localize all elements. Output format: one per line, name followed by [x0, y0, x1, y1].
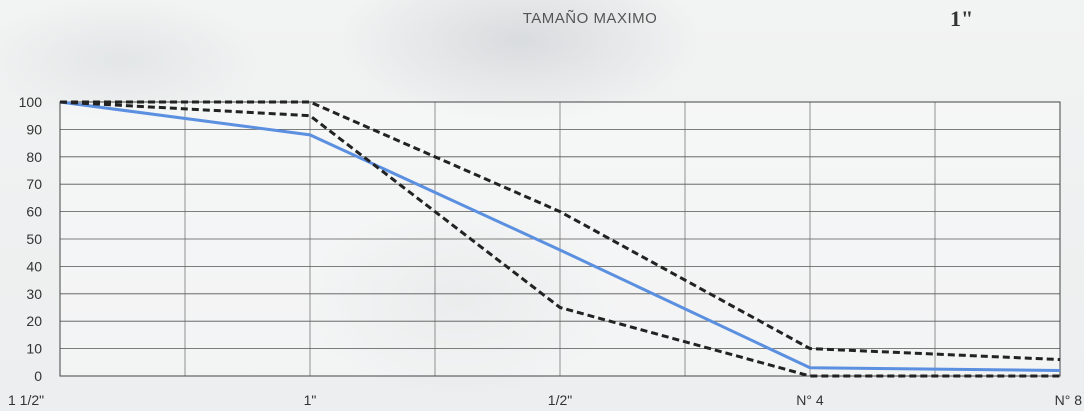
y-tick-label: 40 [26, 258, 42, 274]
x-tick-labels: 1 1/2" 1" 1/2" N° 4 N° 8 [8, 392, 1082, 408]
x-tick-label: N° 4 [796, 392, 824, 408]
x-tick-label: 1" [304, 392, 317, 408]
y-tick-label: 60 [26, 204, 42, 220]
series-layer [59, 100, 1061, 378]
x-tick-label: 1 1/2" [8, 392, 44, 408]
x-tick-label: N° 8 [1055, 392, 1083, 408]
y-tick-label: 50 [26, 231, 42, 247]
y-tick-label: 10 [26, 341, 42, 357]
y-tick-label: 80 [26, 149, 42, 165]
y-tick-label: 70 [26, 176, 42, 192]
header-value: 1" [950, 6, 974, 31]
y-tick-label: 20 [26, 313, 42, 329]
grid-layer [59, 101, 1061, 377]
x-tick-label: 1/2" [548, 392, 572, 408]
y-tick-labels: 0 10 20 30 40 50 60 70 80 90 100 [19, 94, 43, 384]
y-tick-label: 30 [26, 286, 42, 302]
y-tick-label: 0 [34, 368, 42, 384]
plot-border [59, 101, 1061, 377]
y-tick-label: 90 [26, 121, 42, 137]
y-tick-label: 100 [19, 94, 43, 110]
header-title: TAMAÑO MAXIMO [522, 10, 658, 27]
